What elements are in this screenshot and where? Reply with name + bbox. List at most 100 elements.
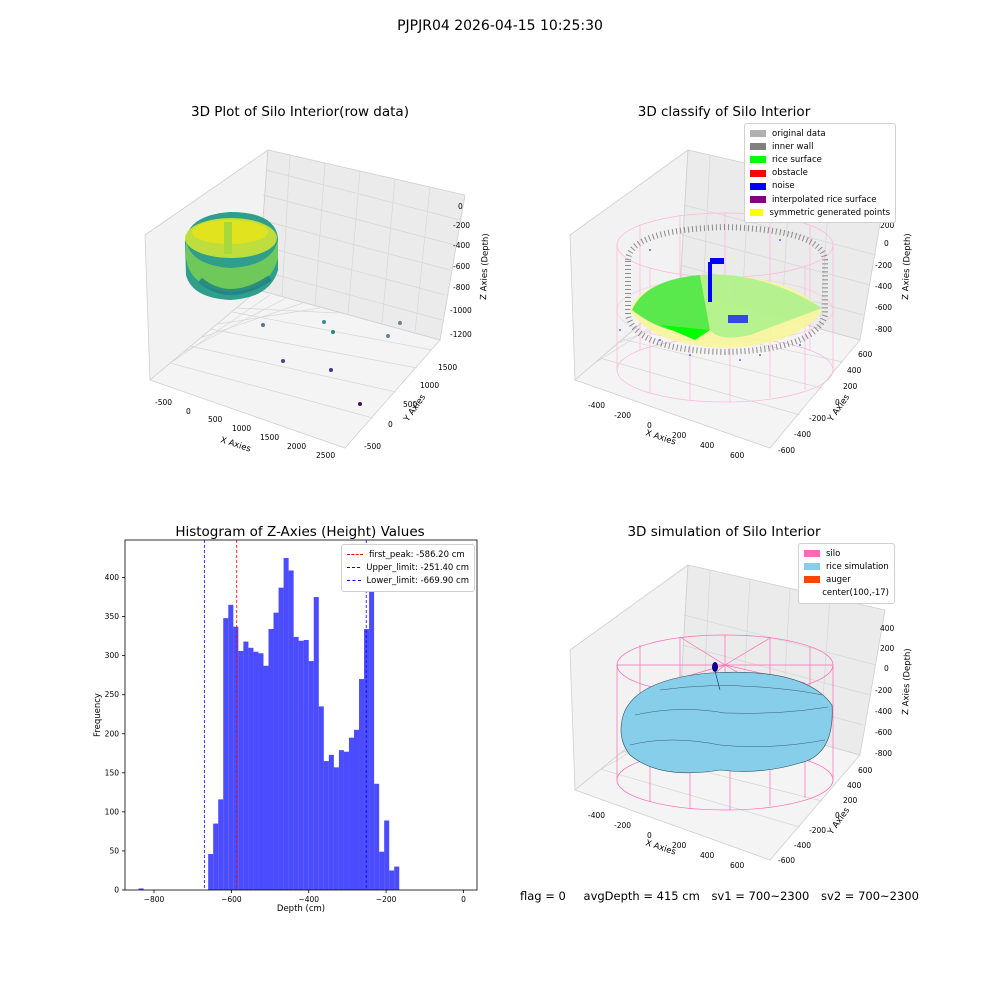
legend-line-swatch [347, 554, 363, 556]
classify-ytick: -600 [778, 446, 795, 455]
legend-swatch [804, 550, 820, 558]
raw-ytick: 1000 [420, 381, 439, 390]
histogram-bar [303, 640, 309, 890]
flag-value: flag = 0 [520, 889, 566, 903]
simulation-z-ticks: 400 200 0 -200 -400 -600 -800 [875, 624, 895, 758]
raw-z-label: Z Axies (Depth) [479, 233, 490, 300]
simulation-ztick: -400 [875, 707, 892, 716]
classify-panel-title: 3D classify of Silo Interior [637, 104, 811, 120]
sv2-value: sv2 = 700~2300 [821, 889, 919, 903]
simulation-ytick: 600 [858, 766, 873, 775]
histogram-legend: first_peak: -586.20 cm Upper_limit: -251… [341, 544, 475, 592]
simulation-ztick: -800 [875, 749, 892, 758]
simulation-ztick: 200 [880, 644, 895, 653]
simulation-auger [712, 662, 721, 691]
legend-swatch [750, 156, 766, 164]
raw-x-ticks: -500 0 500 1000 1500 2000 2500 [155, 398, 335, 460]
y-tick-label: 0 [114, 886, 119, 895]
x-tick-label: −800 [144, 895, 165, 904]
y-tick-label: 150 [105, 768, 120, 777]
classify-z-ticks: 200 0 -200 -400 -600 -800 [875, 221, 895, 334]
classify-ztick: -600 [875, 303, 892, 312]
raw-xtick: 1500 [260, 433, 279, 442]
legend-label: Upper_limit: -251.40 cm [366, 562, 469, 573]
histogram-bar [394, 866, 400, 890]
histogram-bar [328, 754, 334, 890]
simulation-3d-plot: -400 -200 0 200 400 600 X Axies -600 -40… [569, 564, 913, 870]
x-tick-label: −400 [298, 895, 319, 904]
simulation-z-label: Z Axies (Depth) [901, 648, 913, 715]
raw-gridlines [165, 154, 461, 419]
legend-label: obstacle [772, 168, 808, 179]
legend-item-inner-wall: inner wall [750, 140, 890, 153]
legend-item-upper-limit: Upper_limit: -251.40 cm [347, 561, 469, 574]
histogram-bar [238, 650, 244, 890]
classify-ytick: -200 [809, 414, 826, 423]
simulation-rice-surface [620, 671, 833, 774]
histogram-title: Histogram of Z-Axies (Height) Values [175, 524, 425, 540]
classify-z-label: Z Axies (Depth) [901, 233, 913, 300]
histogram-bar [374, 783, 380, 890]
histogram-bar [369, 571, 375, 890]
simulation-ytick: 400 [847, 781, 862, 790]
histogram-bar [283, 557, 289, 890]
histogram-bar [258, 653, 264, 890]
x-tick-label: −200 [376, 895, 397, 904]
histogram-bar [278, 587, 284, 890]
x-tick-label: 0 [461, 895, 466, 904]
legend-label: silo [826, 548, 841, 559]
histogram-bars [138, 557, 400, 890]
simulation-ytick: -200 [809, 826, 826, 835]
histogram-bar [298, 640, 304, 890]
histogram-bar [318, 706, 324, 890]
legend-label: auger [826, 574, 851, 585]
legend-label: noise [772, 181, 795, 192]
legend-swatch [750, 143, 766, 151]
avg-depth-value: avgDepth = 415 cm [583, 889, 700, 903]
raw-ytick: 0 [388, 420, 393, 429]
legend-swatch [804, 563, 820, 571]
legend-label: original data [772, 128, 826, 139]
raw-ytick: 500 [403, 400, 418, 409]
simulation-ztick: 400 [880, 624, 895, 633]
histogram-bar [313, 597, 319, 890]
histogram-y-label: Frequency [93, 693, 103, 737]
raw-outlier-points [261, 320, 402, 406]
raw-xtick: 2500 [316, 451, 335, 460]
simulation-xtick: -400 [588, 811, 605, 820]
classify-ytick: 400 [847, 366, 862, 375]
histogram-chart: −800 −600 −400 −200 0 0 50 100 150 200 250 300 350 4… [93, 539, 478, 914]
y-tick-label: 100 [105, 807, 120, 816]
legend-item-center: center(100,-17) [804, 587, 889, 600]
classify-ytick: 600 [858, 350, 873, 359]
histogram-bar [348, 737, 354, 890]
histogram-bar [288, 570, 294, 890]
legend-item-original-data: original data [750, 127, 890, 140]
histogram-bar [389, 870, 395, 890]
legend-swatch [750, 209, 764, 217]
raw-ytick: 1500 [438, 363, 457, 372]
classify-xtick: 0 [647, 421, 652, 430]
histogram-bar [273, 612, 279, 890]
classify-ytick: -400 [794, 430, 811, 439]
raw-3d-plot: -500 0 500 1000 1500 2000 2500 X Axies -… [144, 149, 490, 460]
legend-swatch [750, 169, 766, 177]
classify-ztick: 200 [880, 221, 895, 230]
histogram-bar [384, 820, 390, 890]
legend-label: inner wall [772, 141, 814, 152]
simulation-legend: silo rice simulation auger center(100,-1… [798, 543, 895, 604]
y-tick-label: 200 [105, 729, 120, 738]
histogram-bar [379, 851, 385, 890]
legend-label: interpolated rice surface [772, 194, 877, 205]
classify-ztick: -200 [875, 261, 892, 270]
histogram-bar [213, 823, 219, 890]
raw-ztick: -200 [453, 221, 470, 230]
histogram-bar [323, 761, 329, 890]
classify-x-ticks: -400 -200 0 200 400 600 [588, 401, 745, 460]
simulation-xtick: -200 [614, 821, 631, 830]
y-tick-label: 350 [105, 612, 120, 621]
legend-item-first-peak: first_peak: -586.20 cm [347, 548, 469, 561]
classify-xtick: 600 [730, 451, 745, 460]
histogram-threshold-lines [203, 540, 367, 890]
histogram-bar [243, 641, 249, 890]
